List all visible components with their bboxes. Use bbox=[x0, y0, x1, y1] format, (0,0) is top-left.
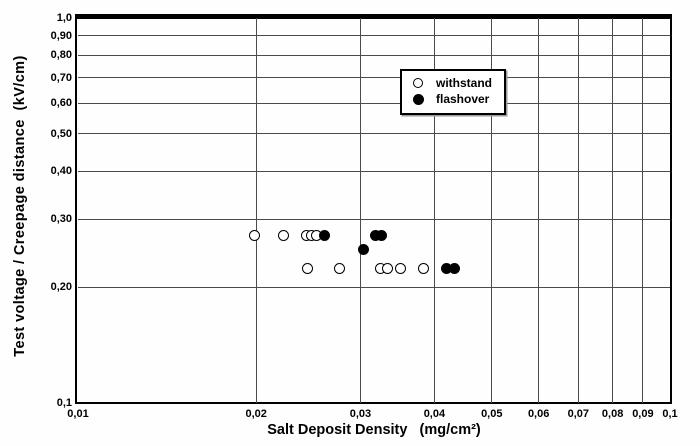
y-axis-tick-label: 0,90 bbox=[50, 29, 72, 42]
x-axis-tick-label: 0,07 bbox=[567, 408, 589, 420]
x-axis-tick-label: 0,05 bbox=[481, 408, 503, 420]
open-circle-icon bbox=[413, 78, 423, 88]
legend-item-withstand: withstand bbox=[402, 76, 504, 92]
data-point-withstand bbox=[334, 263, 346, 275]
data-point-flashover bbox=[376, 230, 388, 242]
y-axis-tick-label: 0,1 bbox=[56, 397, 72, 409]
plot-area-frame bbox=[75, 14, 672, 404]
vertical-gridline bbox=[538, 18, 540, 403]
y-axis-tick-label: 0,60 bbox=[50, 97, 72, 110]
y-axis-tick-label: 0,80 bbox=[50, 49, 72, 62]
horizontal-gridline bbox=[78, 218, 670, 220]
vertical-gridline bbox=[612, 18, 614, 403]
horizontal-gridline bbox=[78, 35, 670, 37]
x-axis-tick-label: 0,1 bbox=[662, 408, 678, 420]
y-axis-tick-label: 0,40 bbox=[50, 165, 72, 178]
vertical-gridline bbox=[491, 18, 493, 403]
x-axis-tick-label: 0,02 bbox=[245, 408, 267, 420]
y-axis-tick-label: 0,20 bbox=[50, 281, 72, 294]
horizontal-gridline bbox=[78, 170, 670, 172]
chart-legend: withstand flashover bbox=[400, 69, 506, 115]
x-axis-tick-label: 0,08 bbox=[601, 408, 624, 420]
x-axis-tick-label: 0,09 bbox=[632, 408, 654, 420]
filled-circle-icon bbox=[413, 94, 424, 105]
x-axis-title: Salt Deposit Density (mg/cm²) bbox=[267, 422, 481, 438]
y-axis-tick-label: 0,70 bbox=[50, 71, 72, 84]
vertical-gridline bbox=[577, 18, 579, 403]
horizontal-gridline bbox=[78, 77, 670, 79]
vertical-gridline bbox=[359, 18, 361, 403]
data-point-flashover bbox=[448, 263, 460, 275]
data-point-withstand bbox=[249, 230, 261, 242]
x-axis-tick-label: 0,03 bbox=[349, 408, 372, 420]
vertical-gridline bbox=[642, 18, 644, 403]
data-point-withstand bbox=[277, 230, 289, 242]
data-point-withstand bbox=[395, 263, 407, 275]
legend-item-flashover: flashover bbox=[402, 92, 504, 108]
vertical-gridline bbox=[433, 18, 435, 403]
data-point-withstand bbox=[381, 263, 393, 275]
data-point-withstand bbox=[301, 263, 313, 275]
data-point-flashover bbox=[357, 244, 369, 256]
horizontal-gridline bbox=[78, 133, 670, 135]
horizontal-gridline bbox=[78, 286, 670, 288]
horizontal-gridline bbox=[78, 102, 670, 104]
x-axis-tick-label: 0,06 bbox=[527, 408, 550, 420]
data-point-withstand bbox=[417, 263, 429, 275]
y-axis-tick-label: 0,30 bbox=[50, 213, 72, 226]
y-axis-tick-label: 1,0 bbox=[56, 12, 72, 24]
data-point-flashover bbox=[319, 230, 331, 242]
x-axis-tick-label: 0,04 bbox=[423, 408, 446, 420]
legend-label-flashover: flashover bbox=[436, 92, 490, 106]
legend-label-withstand: withstand bbox=[436, 76, 492, 90]
x-axis-tick-label: 0,01 bbox=[67, 408, 89, 420]
horizontal-gridline bbox=[78, 54, 670, 56]
y-axis-title: Test voltage / Creepage distance (kV/cm) bbox=[12, 55, 28, 357]
vertical-gridline bbox=[255, 18, 257, 403]
y-axis-tick-label: 0,50 bbox=[50, 127, 72, 140]
